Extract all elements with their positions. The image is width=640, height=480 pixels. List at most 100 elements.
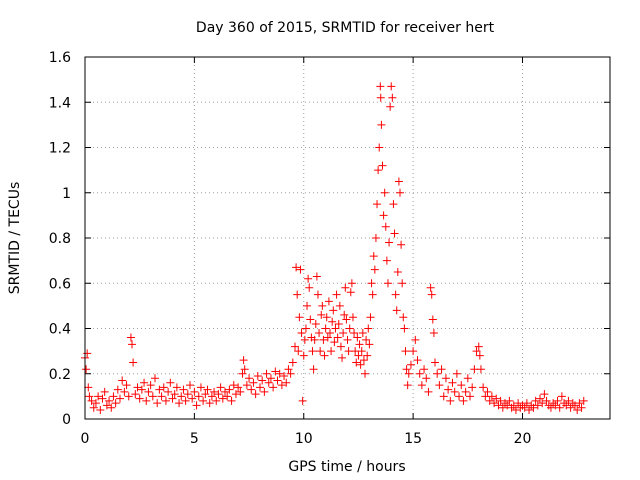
data-point: [376, 93, 385, 102]
data-point: [242, 381, 251, 390]
data-point: [496, 396, 505, 405]
y-axis-label: SRMTID / TECUs: [7, 182, 23, 295]
data-point: [192, 401, 201, 410]
data-point: [420, 365, 429, 374]
data-point: [179, 385, 188, 394]
data-point: [551, 401, 560, 410]
data-point: [238, 369, 247, 378]
data-point: [148, 392, 157, 401]
data-point: [292, 263, 301, 272]
data-point: [340, 310, 349, 319]
data-point: [399, 313, 408, 322]
data-point: [300, 335, 309, 344]
data-point: [475, 351, 484, 360]
data-point: [297, 329, 306, 338]
data-point: [293, 290, 302, 299]
data-point: [393, 267, 402, 276]
data-point: [304, 274, 313, 283]
data-point: [331, 324, 340, 333]
data-point: [402, 365, 411, 374]
data-point: [422, 374, 431, 383]
data-point: [205, 399, 214, 408]
data-point: [291, 342, 299, 351]
data-point: [186, 381, 194, 390]
data-point: [459, 396, 468, 405]
x-tick-label: 5: [190, 431, 199, 447]
data-point: [111, 399, 120, 408]
data-point: [389, 200, 398, 209]
data-point: [253, 372, 262, 381]
data-point: [249, 378, 258, 387]
data-point: [375, 143, 384, 152]
data-point: [490, 399, 499, 408]
data-point: [231, 390, 240, 399]
data-point: [251, 390, 260, 399]
data-point: [396, 188, 404, 197]
data-point: [433, 369, 442, 378]
data-point: [122, 381, 131, 390]
data-point: [341, 283, 350, 292]
x-tick-label: 10: [295, 431, 313, 447]
data-point: [128, 340, 137, 349]
data-point: [424, 387, 433, 396]
data-point: [318, 301, 327, 310]
data-point: [376, 82, 385, 91]
y-tick-label: 1: [62, 186, 71, 202]
data-point: [397, 240, 406, 249]
data-points: [81, 82, 588, 414]
data-point: [277, 381, 286, 390]
data-point: [223, 392, 232, 401]
data-point: [577, 403, 586, 412]
data-point: [188, 394, 197, 403]
data-point: [437, 365, 446, 374]
data-point: [457, 381, 466, 390]
data-point: [334, 319, 343, 328]
data-point: [487, 392, 496, 401]
data-point: [172, 383, 181, 392]
data-point: [385, 238, 394, 247]
data-point: [350, 329, 359, 338]
data-point: [327, 347, 336, 356]
data-point: [308, 347, 317, 356]
data-point: [328, 317, 337, 326]
data-point: [161, 396, 170, 405]
data-point: [413, 356, 422, 365]
data-point: [427, 290, 436, 299]
data-point: [298, 396, 307, 405]
data-point: [107, 403, 116, 412]
data-point: [129, 358, 138, 367]
data-point: [229, 381, 238, 390]
y-tick-label: 1.6: [49, 50, 71, 66]
data-point: [533, 401, 542, 410]
data-point: [116, 394, 124, 403]
data-point: [392, 306, 401, 315]
data-point: [306, 315, 315, 324]
data-point: [448, 378, 457, 387]
data-point: [269, 383, 278, 392]
data-point: [131, 390, 140, 399]
data-point: [294, 347, 303, 356]
data-point: [366, 313, 375, 322]
data-point: [214, 390, 223, 399]
data-point: [203, 385, 212, 394]
data-point: [105, 396, 114, 405]
data-point: [415, 369, 424, 378]
data-point: [109, 392, 118, 401]
data-point: [275, 369, 284, 378]
data-point: [566, 403, 575, 412]
data-point: [284, 365, 293, 374]
data-point: [234, 383, 243, 392]
data-point: [404, 369, 413, 378]
data-point: [352, 358, 361, 367]
data-point: [429, 329, 438, 338]
data-point: [177, 392, 186, 401]
x-axis-label: GPS time / hours: [288, 459, 405, 475]
data-point: [140, 378, 149, 387]
data-point: [354, 351, 363, 360]
data-point: [153, 399, 162, 408]
data-point: [381, 222, 390, 231]
data-point: [367, 279, 376, 288]
data-point: [507, 403, 516, 412]
data-point: [564, 396, 573, 405]
data-point: [333, 333, 342, 342]
